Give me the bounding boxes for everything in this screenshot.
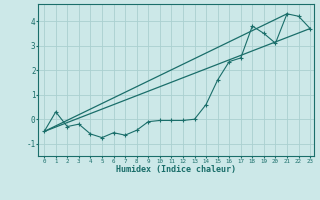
X-axis label: Humidex (Indice chaleur): Humidex (Indice chaleur) bbox=[116, 165, 236, 174]
